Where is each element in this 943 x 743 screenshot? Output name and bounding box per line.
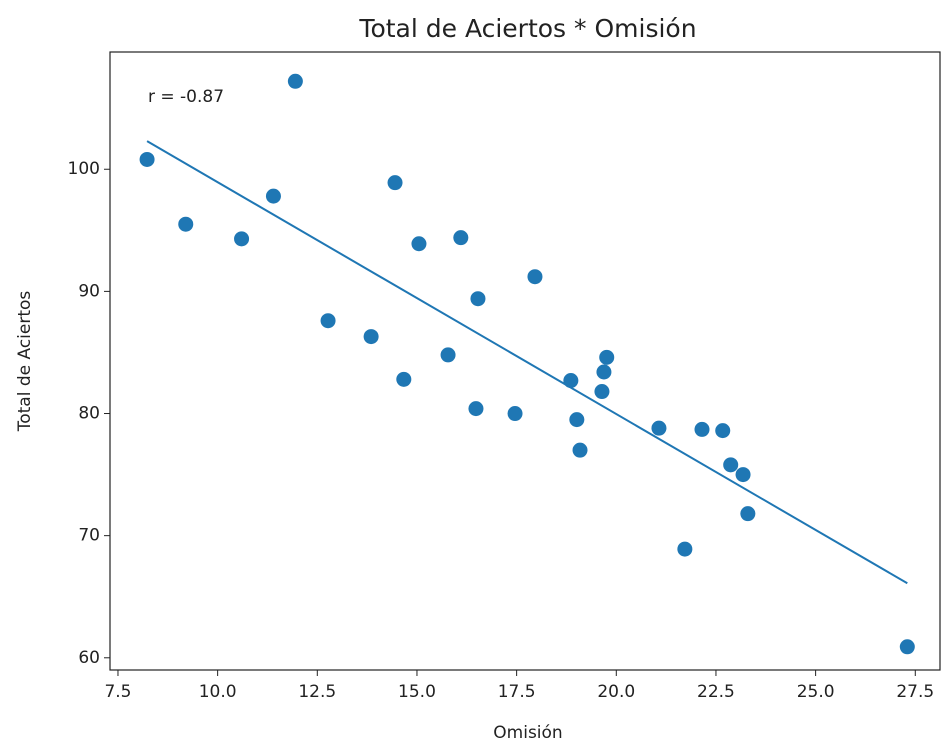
x-tick-label: 27.5	[896, 682, 934, 702]
point	[178, 216, 194, 232]
point	[320, 313, 336, 329]
point	[139, 151, 155, 167]
point	[572, 442, 588, 458]
point	[694, 421, 710, 437]
annotation: r = -0.87	[148, 87, 224, 107]
y-tick-label: 70	[78, 526, 100, 546]
x-tick-label: 7.5	[104, 682, 131, 702]
point	[507, 406, 523, 422]
x-tick-label: 22.5	[697, 682, 735, 702]
y-tick-label: 80	[78, 404, 100, 424]
point	[363, 329, 379, 345]
point	[735, 467, 751, 483]
x-tick-label: 25.0	[797, 682, 835, 702]
fit-line	[146, 140, 908, 585]
chart-title: Total de Aciertos * Omisión	[358, 14, 696, 43]
point	[599, 349, 615, 365]
point	[723, 457, 739, 473]
point	[440, 347, 456, 363]
point	[651, 420, 667, 436]
point	[453, 230, 469, 246]
x-tick-label: 10.0	[199, 682, 237, 702]
y-tick-label: 60	[78, 648, 100, 668]
y-axis-label: Total de Aciertos	[15, 291, 35, 433]
point	[396, 371, 412, 387]
plot-frame	[109, 51, 941, 671]
point	[563, 373, 579, 389]
point	[740, 506, 756, 522]
x-tick-label: 15.0	[398, 682, 436, 702]
point	[470, 291, 486, 307]
point	[265, 188, 281, 204]
point	[596, 364, 612, 380]
y-tick-label: 90	[78, 281, 100, 301]
point	[677, 541, 693, 557]
point	[594, 384, 610, 400]
x-tick-label: 17.5	[498, 682, 536, 702]
point	[899, 639, 915, 655]
x-tick-label: 12.5	[298, 682, 336, 702]
point	[411, 236, 427, 252]
point	[234, 231, 250, 247]
point	[527, 269, 543, 285]
point	[287, 73, 303, 89]
x-tick-label: 20.0	[597, 682, 635, 702]
point	[569, 412, 585, 428]
point	[387, 175, 403, 191]
y-tick-label: 100	[68, 159, 100, 179]
point	[468, 401, 484, 417]
point	[715, 423, 731, 439]
x-axis-label: Omisión	[493, 723, 562, 743]
